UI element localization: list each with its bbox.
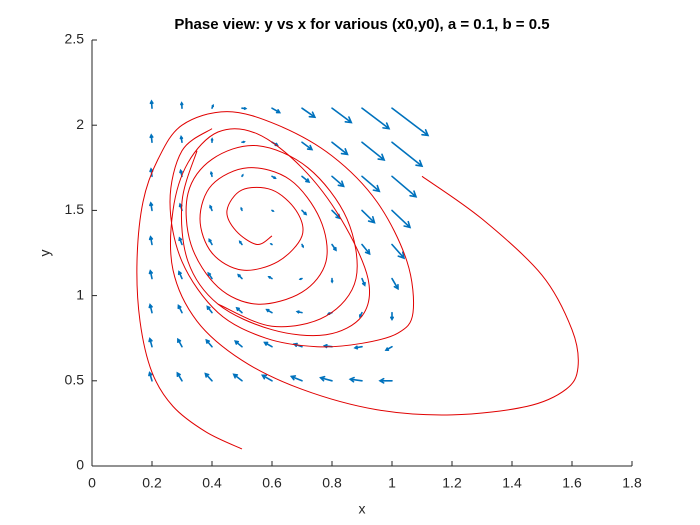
x-tick-label: 0 (88, 475, 96, 491)
quiver-arrow (319, 375, 333, 382)
quiver-arrow (208, 238, 213, 246)
quiver-arrow (177, 304, 183, 314)
quiver-arrow (211, 103, 215, 109)
quiver-arrow (361, 277, 366, 287)
quiver-arrow (148, 235, 154, 246)
x-axis-label: x (359, 501, 366, 517)
quiver-arrow (209, 204, 213, 212)
quiver-arrow (263, 341, 273, 348)
quiver-arrow (232, 373, 243, 382)
quiver-arrow (271, 107, 282, 114)
quiver-arrow (178, 236, 183, 246)
y-tick-label: 0 (76, 457, 84, 473)
quiver-arrow (331, 141, 349, 156)
quiver-arrow (390, 311, 394, 322)
quiver-arrow (289, 375, 303, 382)
y-tick-label: 2.5 (65, 31, 85, 47)
quiver-arrow (210, 137, 214, 144)
quiver-arrow (361, 175, 381, 193)
quiver-arrow (148, 371, 153, 382)
quiver-arrow (149, 133, 154, 144)
quiver-arrow (301, 209, 308, 216)
quiver-arrow (391, 243, 406, 260)
quiver-arrow (330, 277, 334, 284)
quiver-arrow (179, 135, 184, 144)
quiver-arrow (177, 337, 183, 348)
quiver-arrow (261, 374, 273, 382)
quiver-arrow (177, 270, 183, 280)
quiver-arrow (265, 308, 273, 314)
x-tick-label: 1.2 (442, 475, 462, 491)
quiver-arrow (206, 305, 213, 314)
quiver-arrow (391, 277, 399, 291)
quiver-arrow (391, 175, 418, 198)
quiver-arrow (384, 345, 393, 351)
quiver-arrow (391, 141, 424, 168)
quiver-arrow (205, 338, 213, 348)
x-tick-label: 0.2 (142, 475, 162, 491)
quiver-arrow (180, 101, 184, 109)
quiver-arrow (209, 170, 213, 178)
quiver-arrow (359, 311, 363, 318)
y-tick-label: 1.5 (65, 201, 85, 217)
quiver-arrow (295, 310, 303, 314)
quiver-arrow (298, 277, 303, 281)
quiver-arrow (148, 337, 153, 348)
x-tick-label: 1.4 (502, 475, 522, 491)
quiver-arrow (301, 107, 317, 119)
quiver-arrow (361, 141, 386, 161)
x-tick-label: 0.6 (262, 475, 282, 491)
quiver-arrow (301, 175, 311, 184)
quiver-arrow (361, 107, 391, 130)
quiver-arrow (271, 209, 275, 212)
x-tick-label: 0.4 (202, 475, 222, 491)
quiver-field (148, 99, 430, 384)
x-tick-label: 1.8 (622, 475, 642, 491)
quiver-arrow (148, 303, 153, 314)
quiver-arrow (176, 371, 183, 382)
x-tick-label: 1 (388, 475, 396, 491)
quiver-arrow (391, 209, 412, 229)
quiver-arrow (378, 377, 393, 384)
trajectory (136, 111, 415, 450)
quiver-arrow (235, 306, 243, 314)
quiver-arrow (241, 140, 246, 144)
quiver-arrow (149, 201, 154, 212)
quiver-arrow (331, 107, 353, 124)
quiver-arrow (353, 345, 363, 350)
quiver-arrow (301, 243, 304, 249)
quiver-arrow (269, 243, 273, 246)
quiver-arrow (207, 271, 213, 280)
quiver-arrow (149, 99, 154, 109)
trajectory (185, 145, 358, 328)
y-tick-label: 1 (76, 286, 84, 302)
quiver-arrow (204, 372, 213, 382)
y-axis-label: y (37, 250, 53, 257)
quiver-arrow (240, 206, 243, 212)
y-tick-label: 0.5 (65, 372, 85, 388)
quiver-arrow (271, 175, 277, 180)
quiver-arrow (238, 240, 243, 246)
quiver-arrow (391, 107, 430, 137)
trajectory (170, 128, 579, 416)
y-tick-label: 2 (76, 116, 84, 132)
x-tick-label: 0.8 (322, 475, 342, 491)
quiver-arrow (267, 275, 273, 280)
quiver-arrow (234, 340, 243, 348)
quiver-arrow (237, 273, 243, 280)
quiver-arrow (348, 376, 363, 383)
quiver-arrow (361, 243, 371, 256)
quiver-arrow (331, 243, 337, 252)
quiver-arrow (241, 107, 248, 110)
quiver-arrow (361, 209, 376, 224)
x-tick-label: 1.6 (562, 475, 582, 491)
quiver-arrow (148, 269, 153, 280)
chart-title: Phase view: y vs x for various (x0,y0), … (174, 16, 549, 33)
quiver-arrow (241, 173, 244, 178)
quiver-arrow (301, 141, 314, 151)
quiver-arrow (331, 175, 345, 188)
